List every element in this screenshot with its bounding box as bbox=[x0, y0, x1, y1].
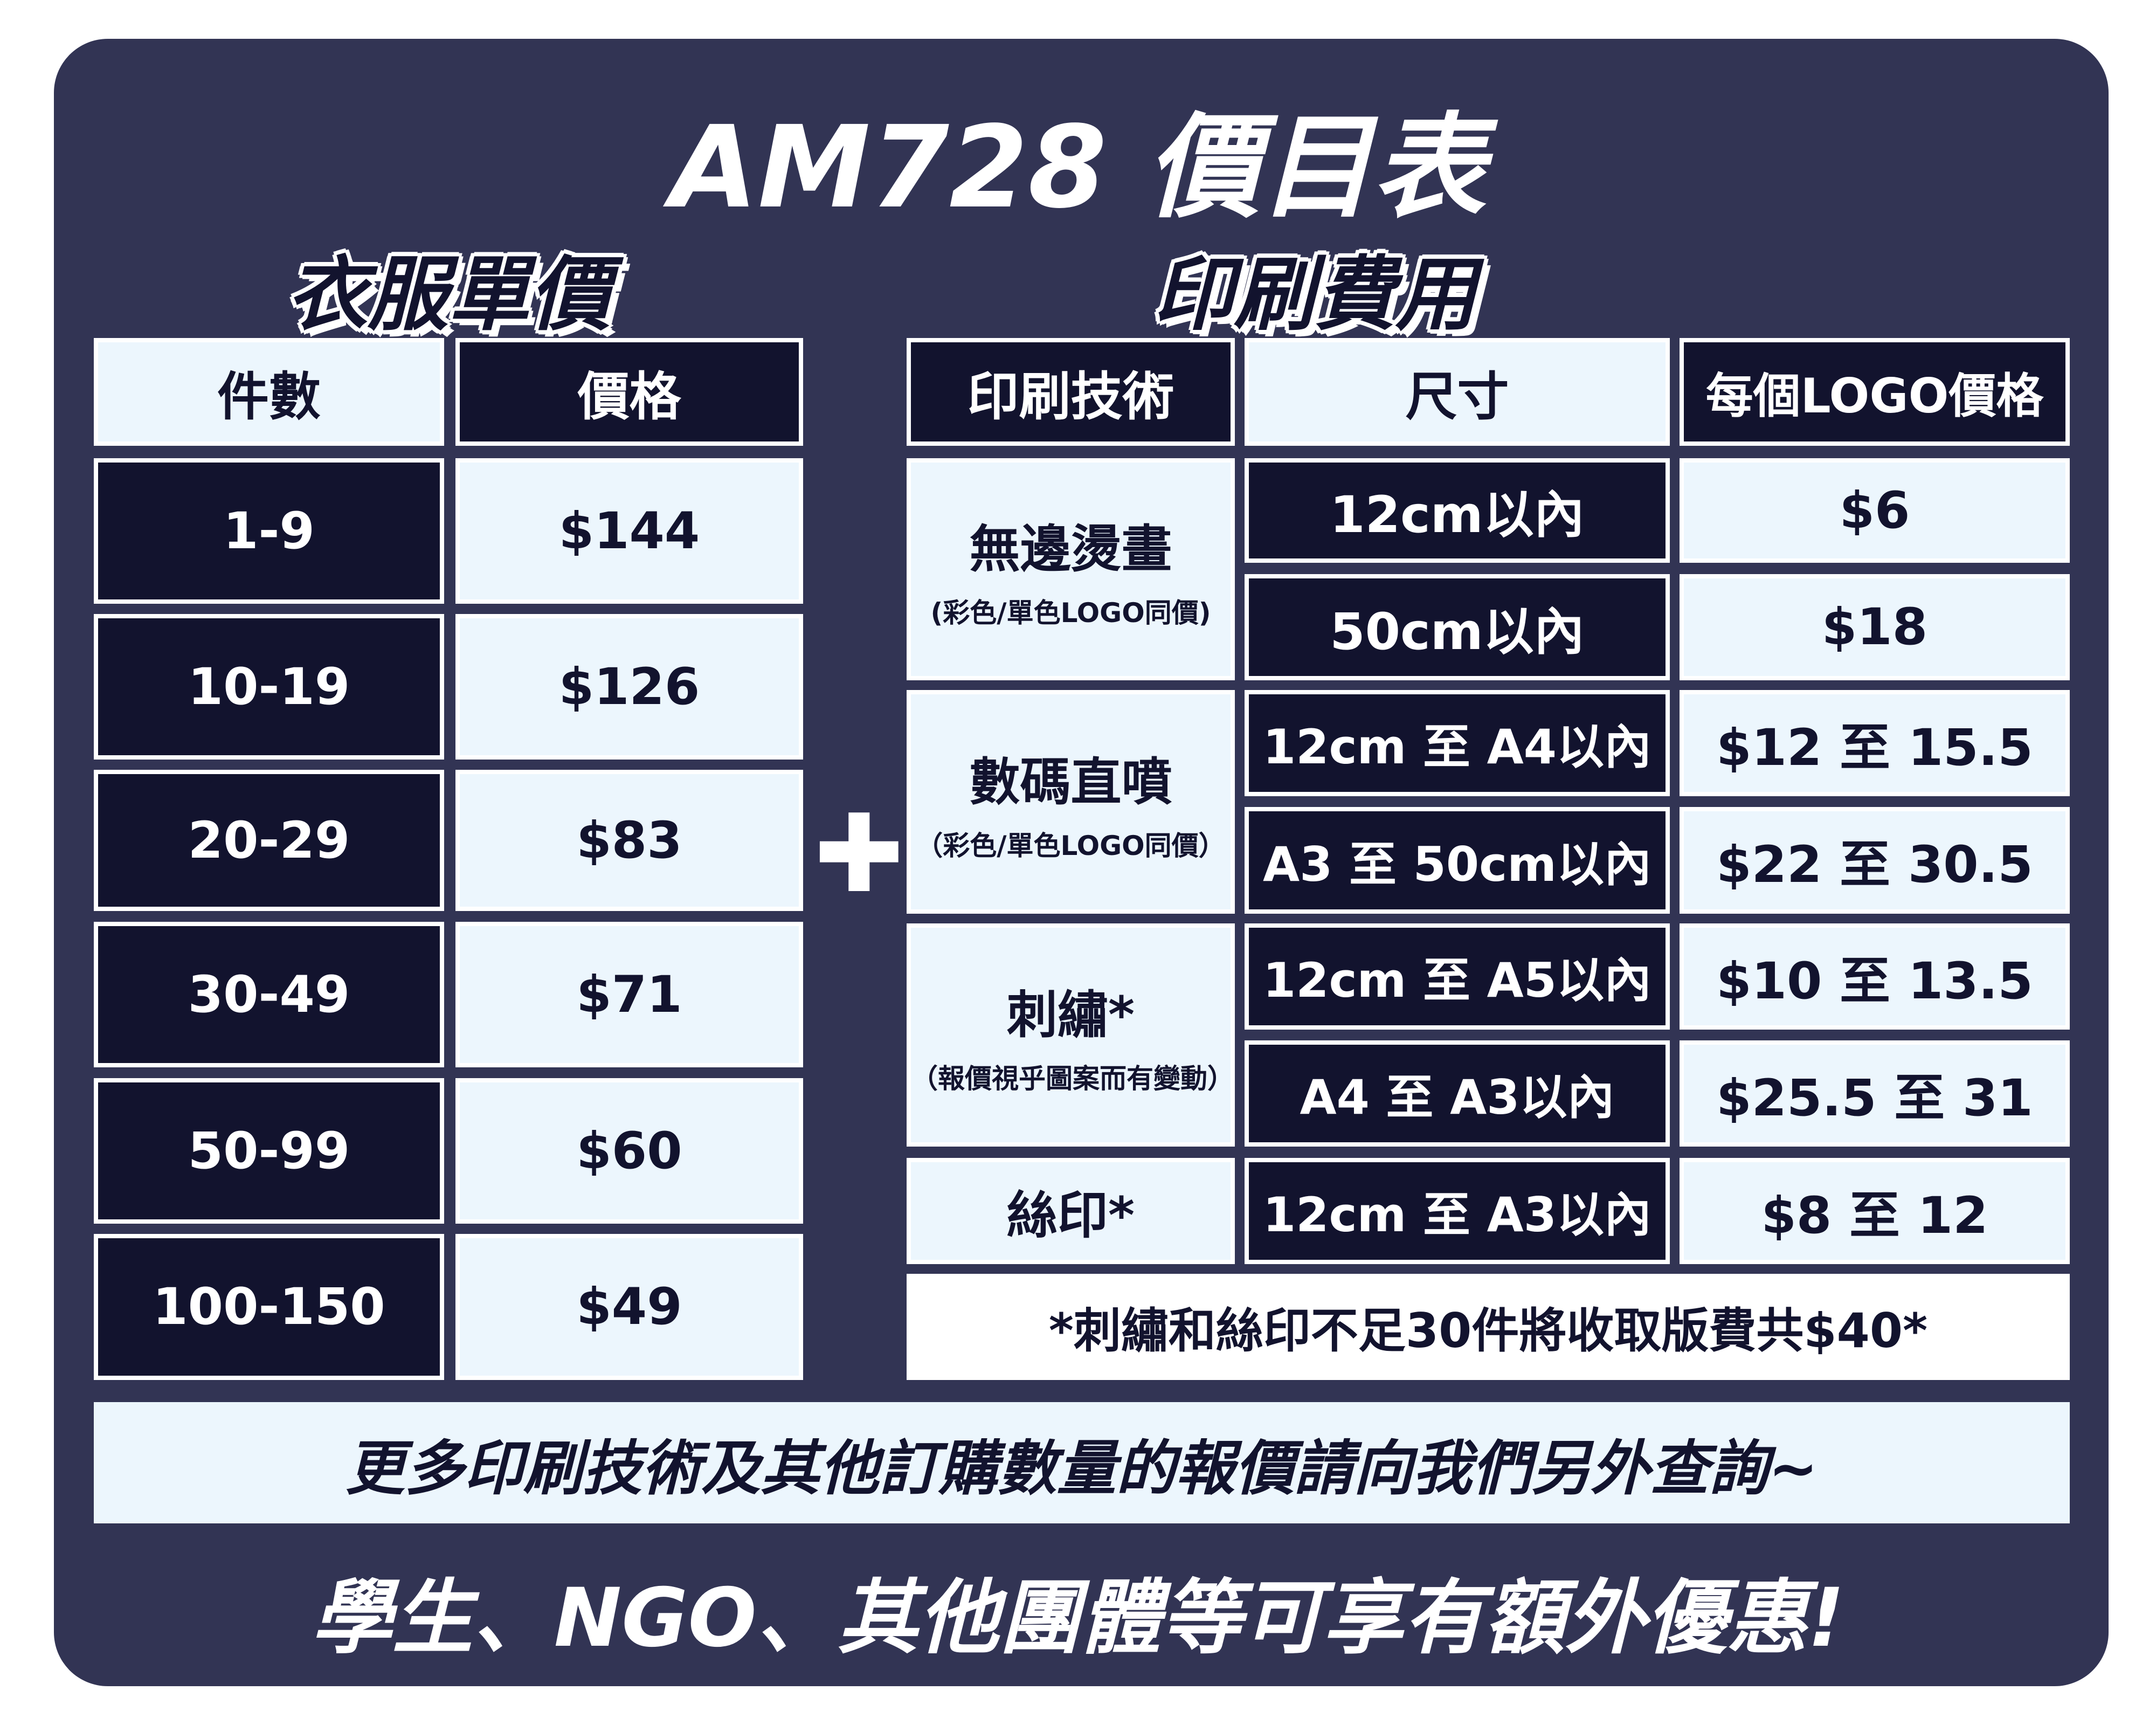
header-size: 尺寸 bbox=[1245, 338, 1670, 446]
size-cell: 12cm 至 A4以內 bbox=[1245, 690, 1670, 796]
logo-price-cell: $12 至 15.5 bbox=[1680, 690, 2070, 796]
header-logo-price: 每個LOGO價格 bbox=[1680, 338, 2070, 446]
price-cell: $126 bbox=[455, 614, 803, 760]
size-cell: 12cm以內 bbox=[1245, 458, 1670, 563]
technique-cell: 無邊燙畫 (彩色/單色LOGO同價) bbox=[907, 458, 1235, 680]
technique-name: 絲印* bbox=[1006, 1186, 1135, 1245]
technique-note: (彩色/單色LOGO同價) bbox=[930, 597, 1211, 629]
technique-note: （報價視乎圖案而有變動） bbox=[911, 1063, 1234, 1094]
qty-cell: 20-29 bbox=[94, 770, 444, 911]
printing-heading: 印刷費用 bbox=[1152, 248, 1476, 342]
plus-icon: ✚ bbox=[814, 791, 904, 917]
size-cell: A3 至 50cm以內 bbox=[1245, 807, 1670, 914]
page-title: AM728 價目表 bbox=[670, 101, 1486, 233]
size-cell: 50cm以內 bbox=[1245, 574, 1670, 680]
logo-price-cell: $22 至 30.5 bbox=[1680, 807, 2070, 914]
technique-name: 數碼直噴 bbox=[969, 753, 1172, 812]
price-cell: $144 bbox=[455, 458, 803, 604]
size-cell: 12cm 至 A5以內 bbox=[1245, 923, 1670, 1030]
logo-price-cell: $10 至 13.5 bbox=[1680, 923, 2070, 1030]
qty-cell: 50-99 bbox=[94, 1078, 444, 1224]
price-cell: $49 bbox=[455, 1234, 803, 1380]
qty-cell: 30-49 bbox=[94, 922, 444, 1067]
header-qty: 件數 bbox=[94, 338, 444, 446]
logo-price-cell: $18 bbox=[1680, 574, 2070, 680]
logo-price-cell: $25.5 至 31 bbox=[1680, 1040, 2070, 1147]
price-cell: $71 bbox=[455, 922, 803, 1067]
qty-cell: 100-150 bbox=[94, 1234, 444, 1380]
size-cell: A4 至 A3以內 bbox=[1245, 1040, 1670, 1147]
inquiry-banner: 更多印刷技術及其他訂購數量的報價請向我們另外查詢~ bbox=[94, 1402, 2070, 1523]
footnote: *刺繡和絲印不足30件將收取版費共$40* bbox=[907, 1274, 2070, 1380]
price-cell: $60 bbox=[455, 1078, 803, 1224]
qty-cell: 1-9 bbox=[94, 458, 444, 604]
price-cell: $83 bbox=[455, 770, 803, 911]
header-technique: 印刷技術 bbox=[907, 338, 1235, 446]
technique-note: （彩色/單色LOGO同價） bbox=[916, 830, 1226, 861]
technique-cell: 數碼直噴 （彩色/單色LOGO同價） bbox=[907, 690, 1235, 914]
clothing-heading: 衣服單價 bbox=[286, 248, 610, 342]
technique-cell: 絲印* bbox=[907, 1158, 1235, 1264]
discount-footer: 學生、NGO、其他團體等可享有額外優惠! bbox=[311, 1571, 1845, 1665]
header-price: 價格 bbox=[455, 338, 803, 446]
logo-price-cell: $8 至 12 bbox=[1680, 1158, 2070, 1264]
logo-price-cell: $6 bbox=[1680, 458, 2070, 563]
size-cell: 12cm 至 A3以內 bbox=[1245, 1158, 1670, 1264]
technique-name: 無邊燙畫 bbox=[969, 520, 1172, 579]
technique-name: 刺繡* bbox=[1006, 986, 1135, 1045]
technique-cell: 刺繡* （報價視乎圖案而有變動） bbox=[907, 923, 1235, 1147]
qty-cell: 10-19 bbox=[94, 614, 444, 760]
